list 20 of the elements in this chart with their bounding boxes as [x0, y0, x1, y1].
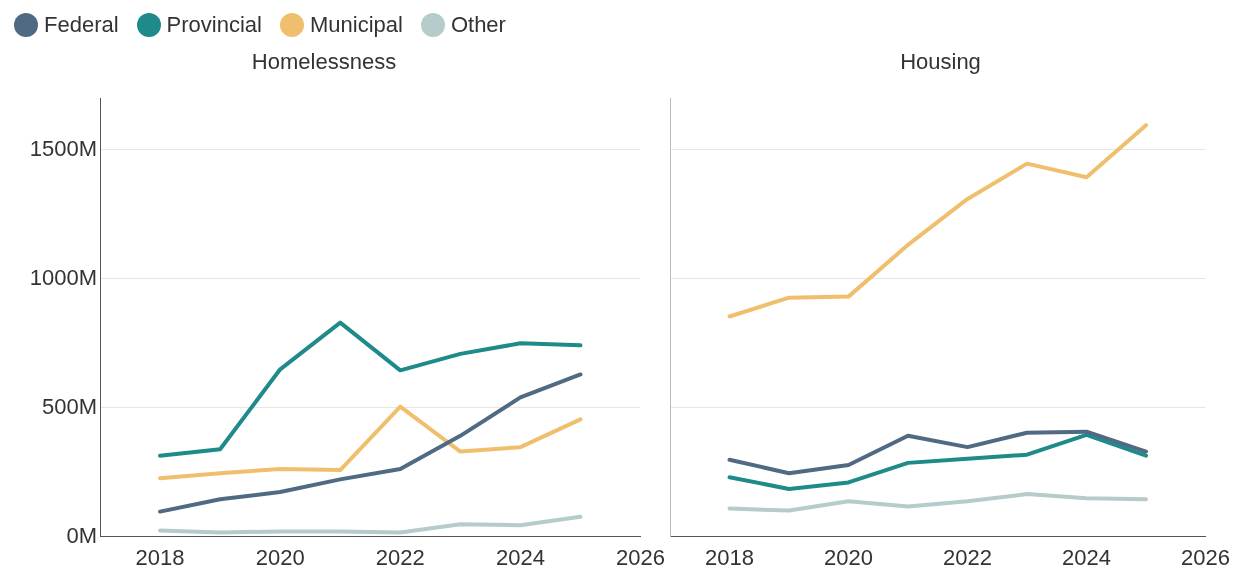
y-tick-label: 1500M [29, 136, 97, 162]
chart-title: Homelessness [251, 49, 397, 75]
x-tick-label: 2022 [943, 544, 992, 570]
x-tick-label: 2020 [255, 544, 305, 570]
legend-label: Municipal [308, 12, 403, 38]
x-tick-label: 2024 [495, 544, 545, 570]
legend-label: Provincial [165, 12, 262, 38]
legend-label: Federal [43, 12, 119, 38]
x-tick-label: 2018 [705, 544, 754, 570]
x-tick-label: 2026 [1181, 544, 1231, 570]
chart-title: Housing [900, 49, 981, 75]
y-tick-label: 1000M [29, 264, 97, 290]
y-tick-label: 0M [66, 522, 97, 548]
x-tick-label: 2018 [135, 544, 185, 570]
y-tick-label: 500M [41, 393, 97, 419]
x-tick-label: 2020 [824, 544, 873, 570]
x-tick-label: 2026 [616, 544, 666, 570]
x-tick-label: 2024 [1062, 544, 1111, 570]
x-tick-label: 2022 [375, 544, 425, 570]
legend-label: Other [449, 12, 506, 38]
